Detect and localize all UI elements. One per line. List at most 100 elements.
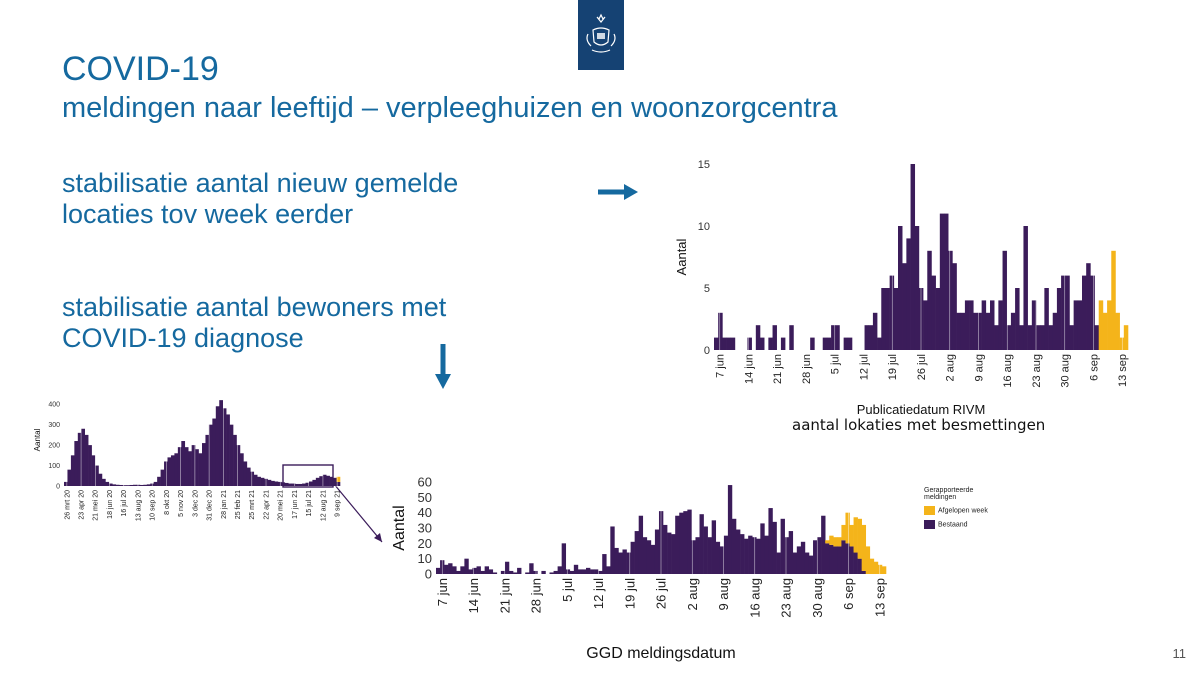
bar-existing (504, 561, 510, 574)
bar-last-week (849, 524, 854, 547)
bar-existing (1010, 312, 1016, 350)
bar-existing (748, 535, 753, 574)
bar-existing (825, 543, 830, 574)
bar-existing (914, 226, 920, 350)
bar-existing (322, 474, 327, 486)
bar-existing (305, 482, 310, 486)
bar-existing (143, 484, 148, 486)
x-tick-label: 28 jan 21 (221, 490, 228, 519)
bar-existing (764, 535, 769, 574)
bar-existing (319, 476, 324, 486)
bar-existing (436, 567, 441, 574)
bar-existing (191, 445, 196, 486)
x-tick-label: 20 mei 21 (278, 490, 285, 521)
y-tick-label: 200 (48, 443, 60, 450)
bar-existing (315, 477, 320, 486)
bar-last-week (1111, 250, 1116, 350)
bar-existing (881, 288, 886, 350)
legend-swatch (924, 506, 935, 515)
bar-existing (468, 569, 473, 574)
bar-existing (460, 566, 465, 574)
bar-existing (298, 483, 303, 486)
bar-existing (484, 566, 490, 574)
bar-existing (136, 484, 141, 486)
bar-existing (1061, 275, 1066, 350)
bar-existing (831, 325, 836, 350)
bar-existing (843, 337, 849, 350)
bar-existing (1094, 325, 1100, 350)
bar-existing (626, 552, 631, 574)
bar-existing (226, 414, 230, 486)
bar-existing (948, 250, 953, 350)
bar-existing (1077, 300, 1083, 350)
bar-existing (1086, 263, 1091, 350)
bar-last-week (873, 561, 879, 574)
bar-existing (448, 563, 453, 574)
bar-existing (730, 337, 736, 350)
bar-existing (813, 540, 818, 574)
bar-existing (74, 441, 79, 486)
bar-existing (789, 325, 794, 350)
bullet-line: stabilisatie aantal nieuw gemelde (62, 168, 459, 198)
bar-existing (755, 325, 761, 350)
bar-existing (1023, 226, 1028, 350)
bar-existing (722, 337, 727, 350)
bar-existing (969, 300, 974, 350)
bar-existing (956, 312, 962, 350)
bar-existing (817, 537, 822, 574)
bar-existing (864, 325, 870, 350)
chart-locations: 0 5 10 15 7 jun 14 jun 21 jun 28 jun 5 jul 12 jul… (674, 159, 1129, 417)
bar-existing (833, 546, 838, 574)
y-tick-label: 20 (418, 536, 432, 551)
bar-existing (174, 453, 179, 486)
bar-existing (95, 465, 99, 486)
y-tick-label: 40 (418, 505, 432, 520)
bar-existing (326, 475, 330, 486)
bar-existing (872, 312, 878, 350)
bar-existing (622, 549, 627, 574)
bar-existing (837, 546, 842, 574)
x-tick-label: 8 okt 20 (164, 490, 171, 515)
bar-last-week (829, 535, 834, 545)
slide-subtitle: meldingen naar leeftijd – verpleeghuizen… (62, 92, 838, 124)
bar-existing (821, 515, 826, 574)
bar-existing (146, 484, 151, 486)
y-tick-label: 10 (698, 221, 710, 233)
bar-existing (67, 469, 72, 486)
bar-last-week (825, 540, 830, 544)
bar-existing (726, 337, 732, 350)
bar-existing (699, 514, 704, 574)
bar-existing (857, 558, 862, 574)
zoom-connector (333, 483, 383, 543)
bar-existing (126, 485, 130, 486)
bar-last-week (857, 518, 862, 559)
bar-existing (861, 570, 867, 574)
bar-last-week (1107, 300, 1112, 350)
y-tick-label: 15 (698, 159, 710, 171)
bar-last-week (1123, 325, 1129, 350)
bar-existing (614, 547, 619, 574)
bar-existing (212, 418, 217, 486)
y-tick-label: 60 (418, 475, 432, 490)
bar-existing (133, 484, 137, 486)
x-tick-label: 18 jun 20 (107, 490, 114, 519)
x-tick-label: 15 jul 21 (306, 490, 313, 517)
bar-last-week (877, 564, 883, 574)
legend-item-existing: Bestaand (924, 520, 1034, 529)
bar-existing (731, 518, 737, 574)
legend-title-line: meldingen (924, 494, 957, 501)
bar-existing (1065, 275, 1070, 350)
x-tick-label: 5 jul (830, 354, 842, 374)
x-tick-label: 6 sep (841, 578, 856, 610)
x-tick-label: 3 dec 20 (192, 490, 199, 517)
bar-existing (170, 455, 175, 486)
bar-existing (683, 511, 688, 574)
bar-existing (990, 300, 995, 350)
arrow-right-icon (598, 184, 638, 200)
bar-existing (492, 572, 498, 574)
bar-existing (902, 263, 907, 350)
x-tick-label: 12 aug 21 (320, 490, 327, 521)
bar-existing (667, 532, 672, 574)
x-tick-label: 26 mrt 20 (64, 490, 71, 520)
